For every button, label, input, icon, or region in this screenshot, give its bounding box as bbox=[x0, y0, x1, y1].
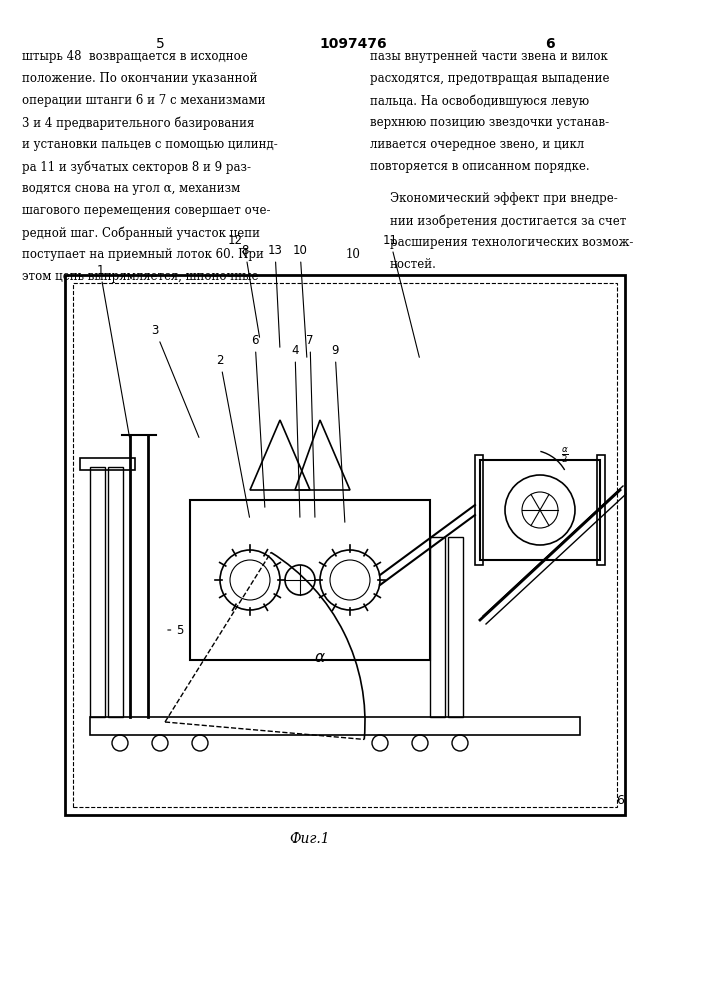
Text: Экономический эффект при внедре-: Экономический эффект при внедре- bbox=[390, 192, 618, 205]
Text: поступает на приемный лоток 60. При: поступает на приемный лоток 60. При bbox=[22, 248, 264, 261]
Text: пальца. На освободившуюся левую: пальца. На освободившуюся левую bbox=[370, 94, 589, 107]
Text: и установки пальцев с помощью цилинд-: и установки пальцев с помощью цилинд- bbox=[22, 138, 278, 151]
Bar bbox=[90, 717, 580, 735]
Text: 8: 8 bbox=[241, 243, 259, 337]
Bar bbox=[80, 458, 135, 470]
Text: 2: 2 bbox=[216, 354, 250, 517]
Bar bbox=[190, 500, 430, 660]
Text: операции штанги 6 и 7 с механизмами: операции штанги 6 и 7 с механизмами bbox=[22, 94, 266, 107]
Bar bbox=[73, 283, 617, 807]
Text: 6: 6 bbox=[251, 334, 265, 507]
Text: этом цепь выпрямляется, шпоночные: этом цепь выпрямляется, шпоночные bbox=[22, 270, 259, 283]
Text: 1097476: 1097476 bbox=[319, 37, 387, 51]
Text: 11: 11 bbox=[382, 233, 419, 357]
Text: расширения технологических возмож-: расширения технологических возмож- bbox=[390, 236, 633, 249]
Text: положение. По окончании указанной: положение. По окончании указанной bbox=[22, 72, 257, 85]
Text: ра 11 и зубчатых секторов 8 и 9 раз-: ра 11 и зубчатых секторов 8 и 9 раз- bbox=[22, 160, 251, 174]
Text: $\alpha$: $\alpha$ bbox=[314, 650, 326, 664]
Text: водятся снова на угол α, механизм: водятся снова на угол α, механизм bbox=[22, 182, 240, 195]
Text: верхнюю позицию звездочки устанав-: верхнюю позицию звездочки устанав- bbox=[370, 116, 609, 129]
Text: ливается очередное звено, и цикл: ливается очередное звено, и цикл bbox=[370, 138, 584, 151]
Text: $\frac{\alpha}{2}$: $\frac{\alpha}{2}$ bbox=[561, 445, 569, 465]
Text: повторяется в описанном порядке.: повторяется в описанном порядке. bbox=[370, 160, 590, 173]
Bar bbox=[480, 460, 600, 560]
Bar bbox=[430, 537, 445, 717]
Text: шагового перемещения совершает оче-: шагового перемещения совершает оче- bbox=[22, 204, 271, 217]
Text: расходятся, предотвращая выпадение: расходятся, предотвращая выпадение bbox=[370, 72, 609, 85]
Text: штырь 48  возвращается в исходное: штырь 48 возвращается в исходное bbox=[22, 50, 247, 63]
Text: 6: 6 bbox=[616, 794, 624, 806]
Text: ностей.: ностей. bbox=[390, 258, 437, 271]
Text: 6: 6 bbox=[545, 37, 555, 51]
Text: 4: 4 bbox=[291, 344, 300, 517]
Text: Фиг.1: Фиг.1 bbox=[290, 832, 330, 846]
Text: 1: 1 bbox=[96, 263, 129, 437]
Bar bbox=[597, 455, 605, 565]
Text: 10: 10 bbox=[346, 248, 361, 261]
Text: 7: 7 bbox=[306, 334, 315, 517]
Text: нии изобретения достигается за счет: нии изобретения достигается за счет bbox=[390, 214, 626, 228]
Bar bbox=[90, 467, 105, 717]
Text: 3 и 4 предварительного базирования: 3 и 4 предварительного базирования bbox=[22, 116, 255, 129]
Text: 13: 13 bbox=[267, 243, 282, 347]
Text: пазы внутренней части звена и вилок: пазы внутренней части звена и вилок bbox=[370, 50, 608, 63]
Bar bbox=[475, 455, 483, 565]
Text: 9: 9 bbox=[332, 344, 345, 522]
Text: 3: 3 bbox=[151, 324, 199, 437]
Text: 10: 10 bbox=[293, 243, 308, 357]
Text: 5: 5 bbox=[156, 37, 164, 51]
Bar bbox=[65, 275, 625, 815]
Bar bbox=[108, 467, 123, 717]
Bar bbox=[448, 537, 463, 717]
Text: 12: 12 bbox=[228, 233, 247, 258]
Text: редной шаг. Собранный участок цепи: редной шаг. Собранный участок цепи bbox=[22, 226, 260, 239]
Text: 5: 5 bbox=[168, 624, 184, 637]
